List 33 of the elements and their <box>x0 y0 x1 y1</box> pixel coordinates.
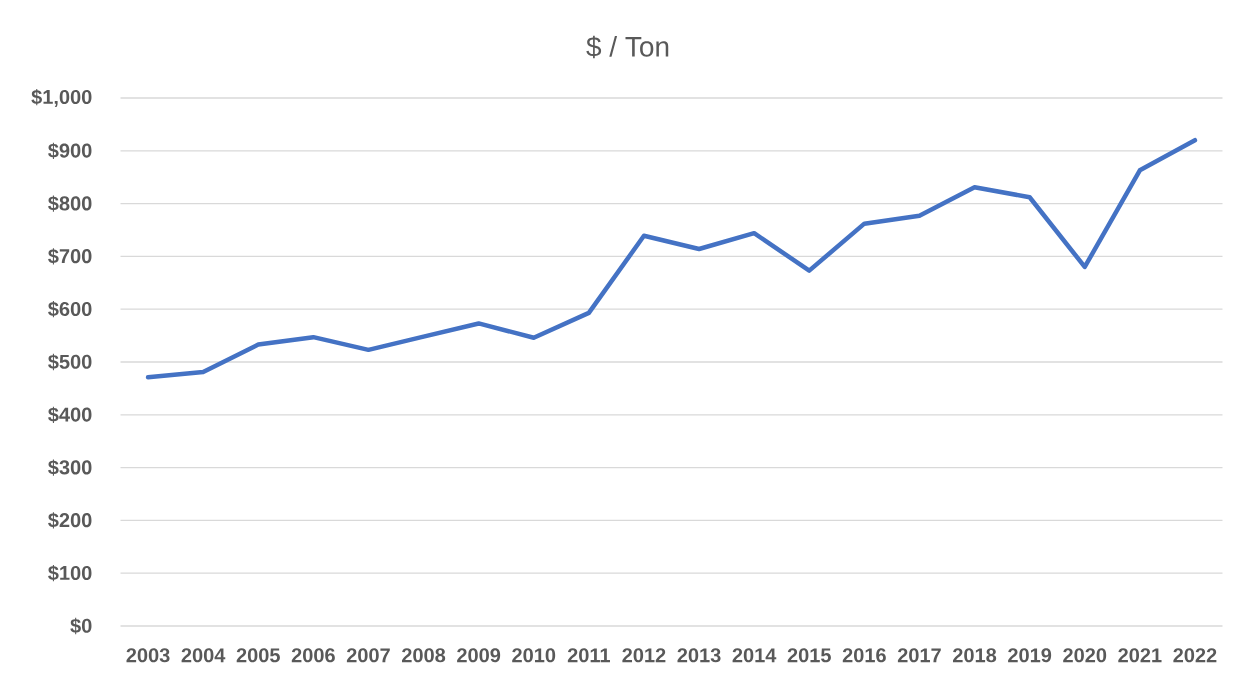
x-tick-label: 2012 <box>622 648 666 663</box>
x-tick-label: 2014 <box>732 648 777 663</box>
x-tick-label: 2005 <box>236 648 280 663</box>
x-tick-label: 2006 <box>291 648 335 663</box>
y-tick-label: $400 <box>48 406 92 423</box>
x-tick-label: 2013 <box>677 648 721 663</box>
x-tick-label: 2020 <box>1063 648 1107 663</box>
y-tick-label: $200 <box>48 512 92 529</box>
x-tick-label: 2003 <box>126 648 170 663</box>
x-tick-label: 2015 <box>787 648 831 663</box>
x-tick-label: 2019 <box>1008 648 1052 663</box>
x-tick-label: 2009 <box>457 648 501 663</box>
x-tick-label: 2017 <box>897 648 941 663</box>
x-tick-label: 2008 <box>402 648 446 663</box>
y-tick-label: $1,000 <box>31 89 92 107</box>
y-tick-label: $300 <box>48 459 92 476</box>
y-tick-label: $100 <box>48 565 92 582</box>
y-tick-label: $500 <box>48 353 92 371</box>
x-tick-label: 2016 <box>842 648 886 663</box>
y-tick-label: $600 <box>48 301 92 318</box>
x-tick-label: 2004 <box>181 648 226 663</box>
x-tick-label: 2018 <box>952 648 997 663</box>
y-tick-label: $800 <box>48 195 92 212</box>
x-tick-label: 2007 <box>346 648 390 663</box>
x-tick-label: 2021 <box>1118 648 1162 663</box>
x-tick-label: 2010 <box>512 648 556 663</box>
y-tick-label: $700 <box>48 248 92 265</box>
line-series <box>145 137 1198 380</box>
y-tick-label: $900 <box>48 142 92 159</box>
chart-title: $ / Ton <box>586 35 669 59</box>
x-tick-label: 2022 <box>1173 648 1217 663</box>
y-tick-label: $0 <box>70 617 92 635</box>
x-tick-label: 2011 <box>567 648 610 663</box>
